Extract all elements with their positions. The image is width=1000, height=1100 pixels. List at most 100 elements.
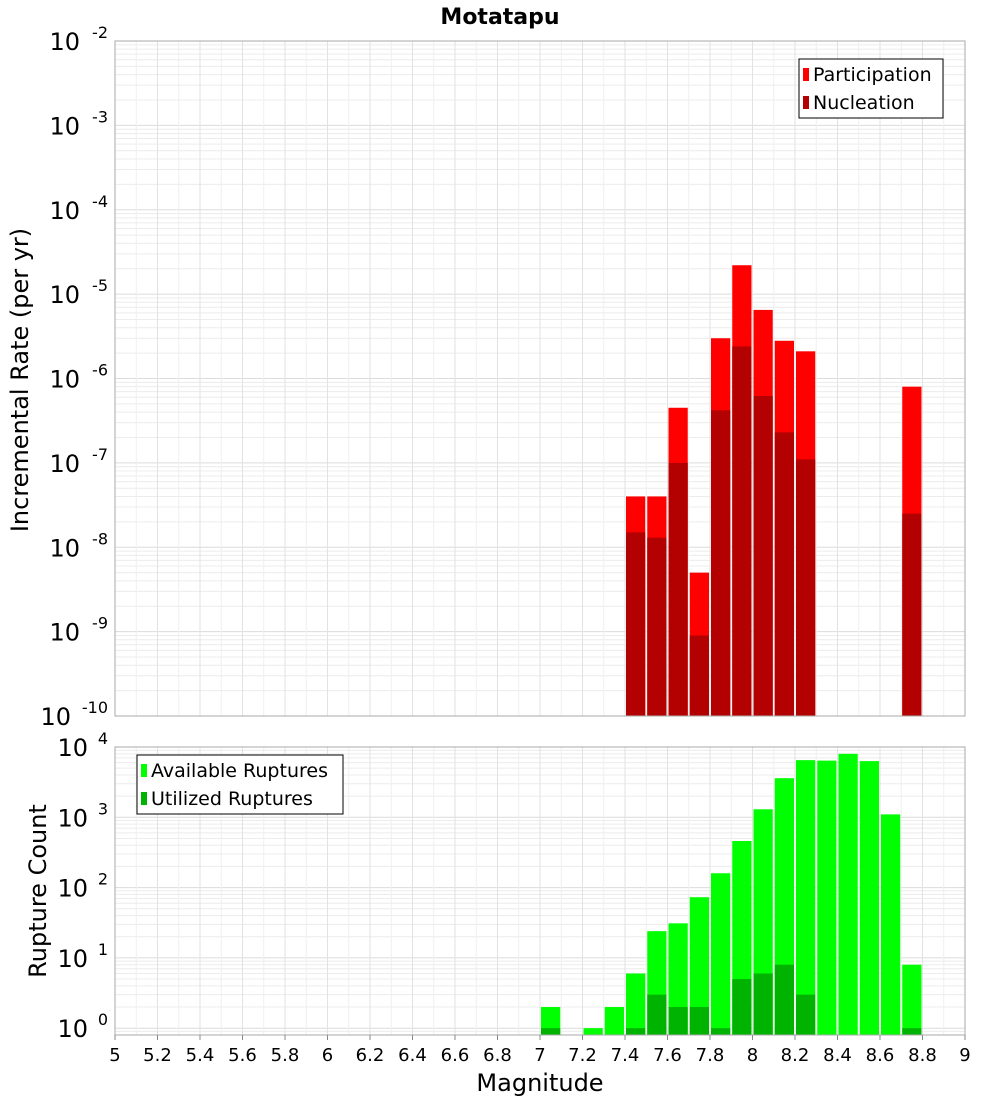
y-tick-exponent: -2 [92,23,108,42]
bar [668,462,688,716]
x-tick-label: 6.8 [483,1045,512,1066]
bar [626,532,646,716]
legend-label: Participation [813,64,932,86]
legend-swatch [141,792,147,805]
top-gridlines [114,41,966,717]
x-tick-label: 5.4 [186,1045,215,1066]
bar [817,760,837,1035]
bar [753,973,773,1035]
y-tick-base: 10 [49,112,80,140]
y-tick-base: 10 [49,619,80,647]
x-tick-label: 8 [747,1045,758,1066]
top-y-tick-label: 10 -9 [49,614,108,647]
bar [626,973,646,1035]
y-tick-exponent: -8 [92,529,108,548]
y-tick-base: 10 [57,945,88,973]
x-tick-label: 6.2 [356,1045,385,1066]
x-tick-label: 6.4 [398,1045,427,1066]
y-tick-exponent: -5 [92,276,108,295]
y-tick-base: 10 [40,703,71,731]
bar [859,761,879,1035]
y-tick-exponent: -9 [92,614,108,633]
bar [774,964,794,1035]
x-tick-label: 8.6 [866,1045,895,1066]
y-tick-base: 10 [57,804,88,832]
y-tick-exponent: -3 [92,107,108,126]
top-plot-border [114,40,966,717]
top-y-tick-label: 10 -10 [40,698,108,731]
bar [796,994,816,1035]
bar [711,410,731,716]
bar [647,994,667,1035]
top-y-tick-label: 10 -4 [49,192,108,225]
chart-title: Motatapu [440,5,559,30]
y-tick-exponent: 2 [98,870,108,889]
y-tick-base: 10 [49,28,80,56]
y-tick-exponent: -6 [92,361,108,380]
y-tick-exponent: 4 [98,729,108,748]
y-tick-base: 10 [49,534,80,562]
y-tick-exponent: -4 [92,192,108,211]
bar [626,1028,646,1035]
x-tick-label: 5.8 [271,1045,300,1066]
bar [668,1007,688,1035]
x-tick-label: 7.6 [653,1045,682,1066]
bottom-y-tick-label: 10 1 [57,940,108,973]
top-series-1 [626,346,922,716]
x-tick-label: 6.6 [441,1045,470,1066]
y-tick-base: 10 [57,1015,88,1043]
bar [732,979,752,1035]
y-tick-base: 10 [49,450,80,478]
bar [711,873,731,1035]
y-tick-exponent: -7 [92,445,108,464]
top-y-tick-label: 10 -6 [49,361,108,394]
x-tick-label: 8.8 [908,1045,937,1066]
bottom-panel: 10 0 10 1 10 2 10 3 10 4 5 5.2 5.4 5.6 5.8 6 6.2 6.4 6.6 6.… [57,729,970,1066]
legend-box [136,754,344,815]
bar [711,1028,731,1035]
y-tick-exponent: 1 [98,940,108,959]
legend-swatch [803,68,809,81]
x-tick-label: 8.2 [781,1045,810,1066]
bottom-legend: Available Ruptures Utilized Ruptures [136,754,344,815]
bar [732,346,752,716]
top-y-tick-label: 10 -2 [49,23,108,56]
bottom-y-axis-label: Rupture Count [24,804,52,978]
legend-swatch [141,764,147,777]
top-y-tick-label: 10 -3 [49,107,108,140]
bottom-y-tick-label: 10 4 [57,729,108,762]
y-tick-base: 10 [49,366,80,394]
bar [689,635,709,716]
legend-label: Utilized Ruptures [151,788,313,810]
bar [838,753,858,1035]
legend-label: Nucleation [813,92,915,114]
top-y-tick-label: 10 -7 [49,445,108,478]
bar [796,459,816,716]
x-axis-label: Magnitude [476,1069,603,1097]
x-tick-label: 9 [959,1045,970,1066]
legend-box [798,58,944,119]
x-tick-label: 7.8 [696,1045,725,1066]
top-legend: Participation Nucleation [798,58,944,119]
x-tick-label: 7.2 [568,1045,597,1066]
bottom-series-1 [541,964,922,1035]
bottom-y-tick-label: 10 0 [57,1010,108,1043]
y-tick-base: 10 [49,281,80,309]
bottom-y-tick-label: 10 2 [57,870,108,903]
bar [541,1007,561,1035]
bar [774,432,794,716]
y-tick-exponent: 0 [98,1010,108,1029]
x-tick-label: 7.4 [611,1045,640,1066]
x-tick-label: 5.6 [228,1045,257,1066]
x-tick-label: 5.2 [143,1045,172,1066]
bottom-y-tick-label: 10 3 [57,799,108,832]
top-panel: 10 -10 10 -9 10 -8 10 -7 10 -6 10 -5 10 -4 10 -3 10 -2 Par… [40,23,966,731]
bar [647,537,667,716]
x-tick-label: 7 [534,1045,545,1066]
x-tick-label: 6 [322,1045,333,1066]
y-tick-exponent: 3 [98,799,108,818]
y-tick-base: 10 [57,734,88,762]
legend-swatch [803,96,809,109]
bar [902,513,922,716]
bar [902,1028,922,1035]
